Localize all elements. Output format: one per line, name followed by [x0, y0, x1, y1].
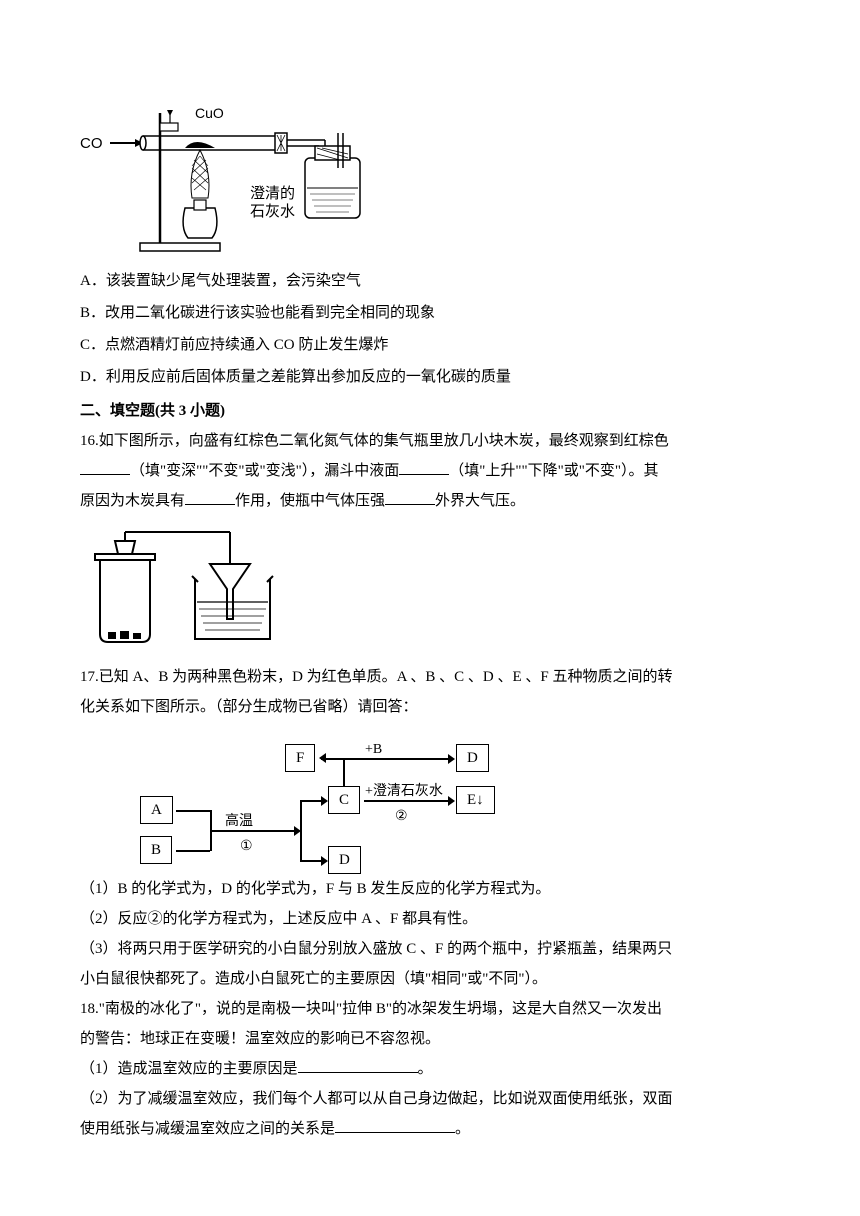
- apparatus-co-cuo-diagram: CO CuO: [80, 88, 780, 258]
- co-label-text: CO: [80, 135, 103, 152]
- cuo-label-text: CuO: [195, 105, 224, 121]
- apparatus-svg: CO CuO: [80, 88, 420, 258]
- q17-line2: 化关系如下图所示。（部分生成物已省略）请回答：: [80, 692, 780, 722]
- box-b: B: [140, 836, 172, 864]
- q17-flowchart: A B 高温 ① C D F +B D +澄清石灰水 ② E↓: [140, 728, 620, 868]
- limewater-label-1: 澄清的: [250, 185, 295, 202]
- blank-field: [80, 460, 130, 475]
- label-plus-limewater: +澄清石灰水: [365, 778, 443, 806]
- q17-line1: 17.已知 A、B 为两种黑色粉末，D 为红色单质。A 、B 、C 、D 、E …: [80, 662, 780, 692]
- blank-field: [385, 490, 435, 505]
- q18-line2: 的警告：地球正在变暖！温室效应的影响已不容忽视。: [80, 1024, 780, 1054]
- option-c: C．点燃酒精灯前应持续通入 CO 防止发生爆炸: [80, 330, 780, 360]
- box-d-lower: D: [328, 846, 361, 874]
- q18-sub1: （1）造成温室效应的主要原因是。: [80, 1054, 780, 1084]
- box-e: E↓: [456, 786, 495, 814]
- box-c: C: [328, 786, 360, 814]
- q16-line1: 16.如下图所示，向盛有红棕色二氧化氮气体的集气瓶里放几小块木炭，最终观察到红棕…: [80, 426, 780, 456]
- q16-line2: （填"变深""不变"或"变浅"），漏斗中液面（填"上升""下降"或"不变"）。其: [80, 456, 780, 486]
- q18-line1: 18."南极的冰化了"，说的是南极一块叫"拉伸 B"的冰架发生坍塌，这是大自然又…: [80, 994, 780, 1024]
- option-b: B．改用二氧化碳进行该实验也能看到完全相同的现象: [80, 298, 780, 328]
- q17-sub3b: 小白鼠很快都死了。造成小白鼠死亡的主要原因（填"相同"或"不同"）。: [80, 964, 780, 994]
- q18-sub2a: （2）为了减缓温室效应，我们每个人都可以从自己身边做起，比如说双面使用纸张，双面: [80, 1084, 780, 1114]
- label-circle2: ②: [395, 803, 408, 831]
- apparatus2-svg: [80, 524, 310, 654]
- section-2-heading: 二、填空题(共 3 小题): [80, 396, 780, 426]
- box-a: A: [140, 796, 173, 824]
- box-f: F: [285, 744, 315, 772]
- option-a: A．该装置缺少尾气处理装置，会污染空气: [80, 266, 780, 296]
- label-hightemp: 高温: [225, 808, 253, 836]
- q18-sub2b: 使用纸张与减缓温室效应之间的关系是。: [80, 1114, 780, 1144]
- box-d-upper: D: [456, 744, 489, 772]
- blank-field: [298, 1058, 418, 1073]
- label-plus-b: +B: [365, 736, 382, 764]
- q16-line3: 原因为木炭具有作用，使瓶中气体压强外界大气压。: [80, 486, 780, 516]
- option-d: D．利用反应前后固体质量之差能算出参加反应的一氧化碳的质量: [80, 362, 780, 392]
- apparatus-no2-diagram: [80, 524, 780, 654]
- blank-field: [185, 490, 235, 505]
- q17-sub3a: （3）将两只用于医学研究的小白鼠分别放入盛放 C 、F 的两个瓶中，拧紧瓶盖，结…: [80, 934, 780, 964]
- limewater-label-2: 石灰水: [250, 203, 295, 220]
- label-circle1: ①: [240, 833, 253, 861]
- q17-sub2: （2）反应②的化学方程式为，上述反应中 A 、F 都具有性。: [80, 904, 780, 934]
- blank-field: [399, 460, 449, 475]
- q17-sub1: （1）B 的化学式为，D 的化学式为，F 与 B 发生反应的化学方程式为。: [80, 874, 780, 904]
- blank-field: [335, 1118, 455, 1133]
